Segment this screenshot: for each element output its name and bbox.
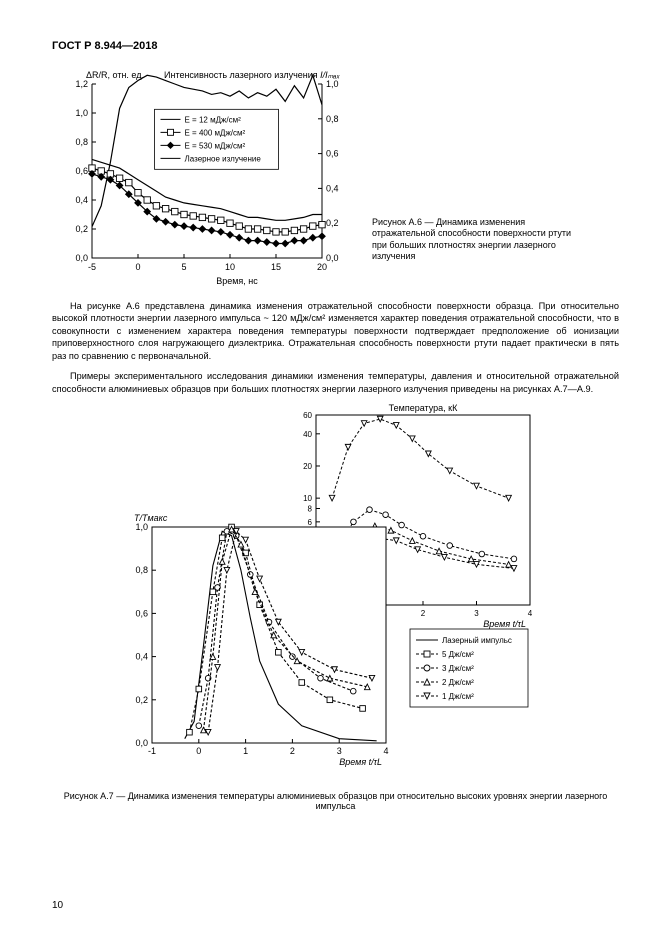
svg-text:0,2: 0,2 <box>135 695 148 705</box>
svg-text:Температура, кК: Температура, кК <box>388 403 457 413</box>
svg-text:-1: -1 <box>147 746 155 756</box>
svg-text:0,2: 0,2 <box>75 224 88 234</box>
svg-text:2: 2 <box>289 746 294 756</box>
svg-text:0,8: 0,8 <box>326 114 339 124</box>
svg-text:0,6: 0,6 <box>135 608 148 618</box>
figure-a7: Температура, кК 0 1 2 3 4 2 4 6 810 20 40 60 Время t/… <box>126 401 546 781</box>
svg-text:0,4: 0,4 <box>75 195 88 205</box>
svg-text:E = 12 мДж/см²: E = 12 мДж/см² <box>185 115 242 124</box>
svg-text:ΔR/R, отн. ед.: ΔR/R, отн. ед. <box>86 70 144 80</box>
svg-text:2 Дж/см²: 2 Дж/см² <box>442 678 474 687</box>
figure-a6-caption: Рисунок А.6 — Динамика изменения отражат… <box>372 217 582 262</box>
svg-text:E = 400 мДж/см²: E = 400 мДж/см² <box>185 128 246 137</box>
svg-text:0: 0 <box>196 746 201 756</box>
svg-text:4: 4 <box>527 609 532 618</box>
svg-text:0,2: 0,2 <box>326 218 339 228</box>
paragraph-1: На рисунке А.6 представлена динамика изм… <box>52 300 619 362</box>
svg-text:Время, нс: Время, нс <box>216 276 258 286</box>
svg-text:3: 3 <box>474 609 479 618</box>
svg-text:1,0: 1,0 <box>135 522 148 532</box>
paragraph-2: Примеры экспериментального исследования … <box>52 370 619 395</box>
svg-text:4: 4 <box>383 746 388 756</box>
svg-text:0,6: 0,6 <box>75 166 88 176</box>
svg-text:0,4: 0,4 <box>326 183 339 193</box>
svg-text:1,0: 1,0 <box>75 108 88 118</box>
svg-text:0,6: 0,6 <box>326 149 339 159</box>
figure-a7-caption: Рисунок А.7 — Динамика изменения темпера… <box>52 791 619 811</box>
svg-text:10: 10 <box>303 494 312 503</box>
svg-text:10: 10 <box>225 262 235 272</box>
figure-a6: -5051015200,00,20,40,60,81,01,20,00,20,4… <box>52 62 362 292</box>
svg-text:0,0: 0,0 <box>135 738 148 748</box>
svg-text:5 Дж/см²: 5 Дж/см² <box>442 650 474 659</box>
svg-text:Лазерный импульс: Лазерный импульс <box>442 636 512 645</box>
svg-text:8: 8 <box>307 504 312 513</box>
svg-text:0,0: 0,0 <box>326 253 339 263</box>
svg-text:0: 0 <box>135 262 140 272</box>
svg-text:3 Дж/см²: 3 Дж/см² <box>442 664 474 673</box>
svg-text:3: 3 <box>336 746 341 756</box>
doc-header: ГОСТ Р 8.944—2018 <box>52 40 619 52</box>
svg-text:Лазерное излучение: Лазерное излучение <box>185 154 262 163</box>
svg-text:0,8: 0,8 <box>135 565 148 575</box>
svg-text:6: 6 <box>307 518 312 527</box>
svg-text:20: 20 <box>303 462 312 471</box>
svg-text:5: 5 <box>181 262 186 272</box>
svg-text:0,0: 0,0 <box>75 253 88 263</box>
svg-text:60: 60 <box>303 411 312 420</box>
svg-text:15: 15 <box>271 262 281 272</box>
svg-text:2: 2 <box>420 609 425 618</box>
svg-text:1,2: 1,2 <box>75 79 88 89</box>
svg-text:1: 1 <box>243 746 248 756</box>
svg-text:E = 530 мДж/см²: E = 530 мДж/см² <box>185 141 246 150</box>
page-number: 10 <box>52 900 63 911</box>
svg-text:1 Дж/см²: 1 Дж/см² <box>442 692 474 701</box>
svg-text:Время t/τL: Время t/τL <box>339 757 382 767</box>
svg-text:40: 40 <box>303 430 312 439</box>
svg-text:0,4: 0,4 <box>135 652 148 662</box>
svg-text:0,8: 0,8 <box>75 137 88 147</box>
svg-text:20: 20 <box>317 262 327 272</box>
svg-text:-5: -5 <box>88 262 96 272</box>
svg-text:1,0: 1,0 <box>326 79 339 89</box>
svg-text:Время t/τL: Время t/τL <box>483 619 526 629</box>
